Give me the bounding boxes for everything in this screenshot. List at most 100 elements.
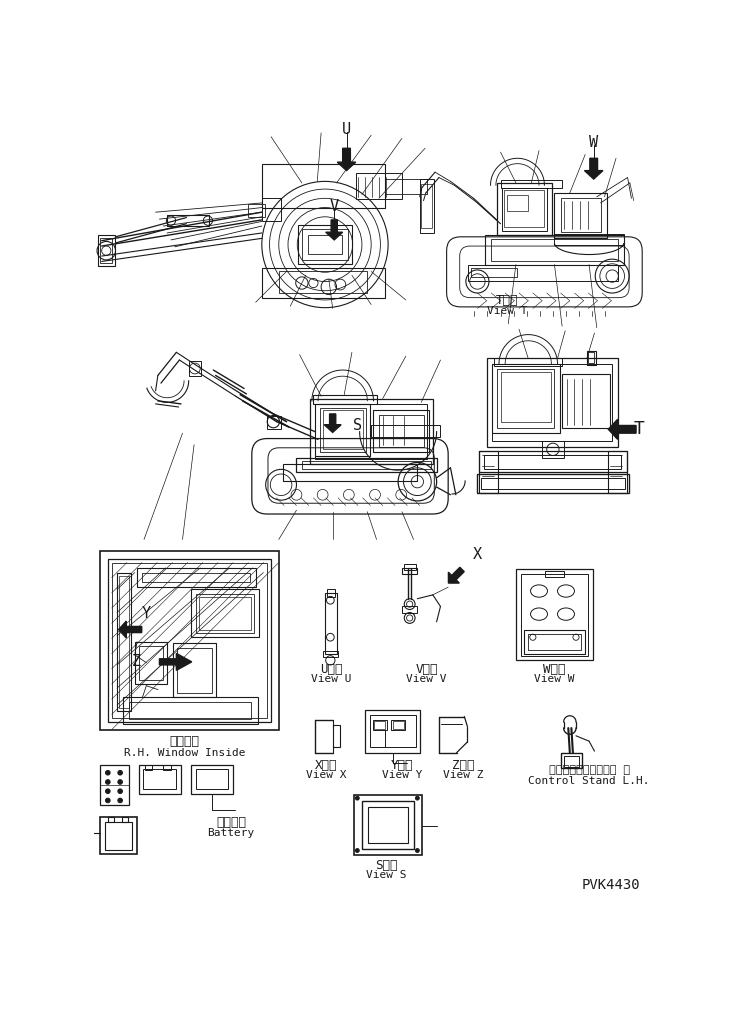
Text: U　視: U 視 xyxy=(320,663,343,676)
Circle shape xyxy=(105,779,110,785)
Bar xyxy=(248,204,265,216)
Text: T: T xyxy=(634,421,645,439)
Text: W: W xyxy=(589,134,598,150)
Bar xyxy=(374,410,429,452)
Bar xyxy=(310,398,433,464)
Text: Control Stand L.H.: Control Stand L.H. xyxy=(528,776,650,787)
Bar xyxy=(296,458,436,472)
Polygon shape xyxy=(119,621,142,638)
Bar xyxy=(315,404,427,459)
Bar xyxy=(554,234,624,245)
Bar xyxy=(562,374,609,428)
Bar xyxy=(545,571,564,577)
Bar xyxy=(137,568,256,587)
Circle shape xyxy=(118,798,122,803)
Bar xyxy=(403,564,416,570)
Bar xyxy=(504,190,545,226)
Text: W　視: W 視 xyxy=(543,663,566,676)
Bar xyxy=(497,369,554,428)
Text: Battery: Battery xyxy=(207,828,255,838)
Bar xyxy=(302,229,348,260)
Bar xyxy=(191,589,259,637)
Bar xyxy=(479,451,498,493)
Text: Y　視: Y 視 xyxy=(391,759,413,772)
Bar xyxy=(481,478,625,489)
Bar xyxy=(561,753,582,768)
Polygon shape xyxy=(338,149,356,171)
Bar xyxy=(100,551,279,730)
Circle shape xyxy=(355,797,359,800)
Bar xyxy=(523,630,585,654)
Bar xyxy=(497,183,552,236)
Bar xyxy=(130,702,251,719)
Text: V　視: V 視 xyxy=(416,663,438,676)
Bar xyxy=(607,451,626,493)
Bar xyxy=(119,575,129,708)
Bar xyxy=(486,359,618,447)
Bar xyxy=(484,455,621,468)
Text: View Y: View Y xyxy=(382,770,422,780)
Circle shape xyxy=(118,779,122,785)
Bar xyxy=(135,642,167,684)
Bar xyxy=(100,765,130,805)
Text: T　視: T 視 xyxy=(496,294,519,307)
Bar xyxy=(262,268,385,298)
Bar xyxy=(479,451,626,472)
Text: PVK4430: PVK4430 xyxy=(582,879,640,892)
Bar xyxy=(325,592,337,654)
Bar xyxy=(143,769,175,789)
Bar xyxy=(100,239,113,263)
Bar xyxy=(362,802,414,849)
Text: X　視: X 視 xyxy=(315,759,338,772)
Bar xyxy=(528,634,581,649)
Text: コントロールスタンド 左: コントロールスタンド 左 xyxy=(548,765,629,775)
Bar xyxy=(520,574,588,656)
Bar xyxy=(195,769,228,789)
Bar xyxy=(365,711,420,753)
Bar xyxy=(502,187,547,231)
Bar xyxy=(516,569,593,660)
Text: Y: Y xyxy=(142,606,151,621)
Bar xyxy=(419,179,433,233)
Bar xyxy=(471,268,517,277)
Bar xyxy=(164,765,171,769)
Bar xyxy=(500,180,562,187)
Text: U: U xyxy=(342,121,351,136)
Text: View V: View V xyxy=(406,673,447,683)
Bar xyxy=(373,720,387,730)
Bar xyxy=(189,361,201,376)
Bar xyxy=(506,195,528,210)
Circle shape xyxy=(105,789,110,794)
Text: R.H. Window Inside: R.H. Window Inside xyxy=(124,748,245,757)
Bar xyxy=(308,236,342,254)
Bar xyxy=(298,225,352,264)
Bar xyxy=(368,808,408,843)
Bar xyxy=(139,765,181,795)
Polygon shape xyxy=(448,567,464,583)
Bar xyxy=(379,415,424,447)
Bar xyxy=(108,559,271,722)
Bar xyxy=(323,410,363,449)
Bar xyxy=(371,426,441,437)
Bar xyxy=(262,198,281,221)
Bar xyxy=(554,193,607,238)
Text: バッテリ: バッテリ xyxy=(216,816,246,829)
Polygon shape xyxy=(584,159,603,179)
Bar xyxy=(356,173,402,199)
Bar xyxy=(105,822,133,849)
Polygon shape xyxy=(159,653,192,670)
Bar xyxy=(542,441,564,458)
Bar xyxy=(588,352,595,363)
Bar xyxy=(199,598,251,630)
Bar xyxy=(117,572,131,711)
Bar xyxy=(485,236,624,265)
Bar xyxy=(302,461,431,468)
Bar xyxy=(139,646,164,680)
Bar xyxy=(492,240,618,261)
Bar xyxy=(500,372,551,423)
Bar xyxy=(112,562,268,718)
Text: View W: View W xyxy=(534,673,575,683)
Bar xyxy=(587,351,596,365)
Text: Z: Z xyxy=(132,654,141,669)
Bar xyxy=(323,651,338,657)
